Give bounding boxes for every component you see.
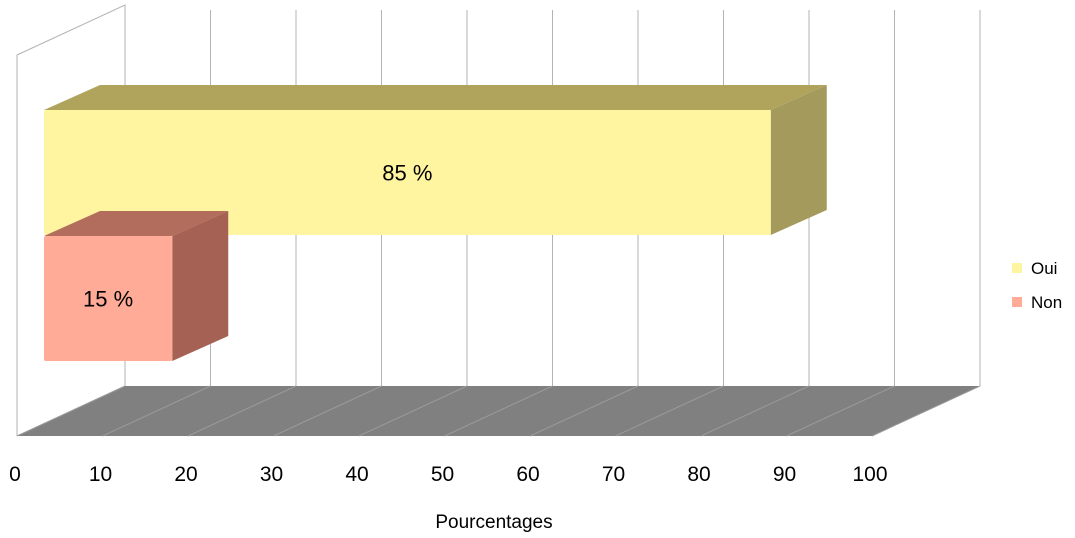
floor-gridline (187, 385, 297, 437)
bar-front-face (44, 110, 771, 235)
x-tick-label: 40 (345, 463, 368, 486)
floor-gridline (615, 385, 724, 437)
x-axis-title: Pourcentages (435, 512, 552, 533)
legend-label: Oui (1031, 259, 1057, 278)
floor-gridline (273, 385, 382, 437)
floor-gridline (786, 385, 895, 437)
x-tick-label: 20 (174, 463, 197, 486)
floor-gridline (871, 385, 981, 437)
x-tick-label: 100 (852, 463, 887, 486)
floor-gridline (700, 385, 810, 437)
floor-gridline (444, 385, 553, 437)
x-tick-label: 50 (431, 463, 454, 486)
data-label: 15 % (83, 287, 133, 312)
data-label: 85 % (382, 161, 432, 186)
x-axis-ticks: 0 10 20 30 40 50 60 70 80 90 100 (9, 463, 887, 486)
legend-label: Non (1031, 293, 1062, 312)
bar-oui: 85 % (44, 85, 827, 235)
x-tick-label: 10 (89, 463, 112, 486)
x-tick-label: 30 (260, 463, 283, 486)
floor-gridline (102, 385, 211, 437)
bar-front-face (44, 236, 173, 361)
bars: 85 % 15 % (44, 85, 827, 361)
bar-top-face (44, 85, 827, 110)
x-tick-label: 80 (687, 463, 710, 486)
floor-gridline (358, 385, 468, 437)
legend: Oui Non (1012, 259, 1062, 312)
x-tick-label: 70 (602, 463, 625, 486)
bar-top-face (44, 211, 229, 236)
x-tick-label: 0 (9, 463, 21, 486)
legend-swatch (1012, 297, 1022, 307)
x-tick-label: 60 (516, 463, 539, 486)
bar-side-face (172, 211, 229, 361)
x-tick-label: 90 (773, 463, 796, 486)
bar-side-face (770, 85, 827, 235)
floor-gridline (529, 385, 639, 437)
bar-non: 15 % (44, 211, 229, 361)
floor-gridline (16, 385, 126, 437)
legend-swatch (1012, 263, 1022, 273)
